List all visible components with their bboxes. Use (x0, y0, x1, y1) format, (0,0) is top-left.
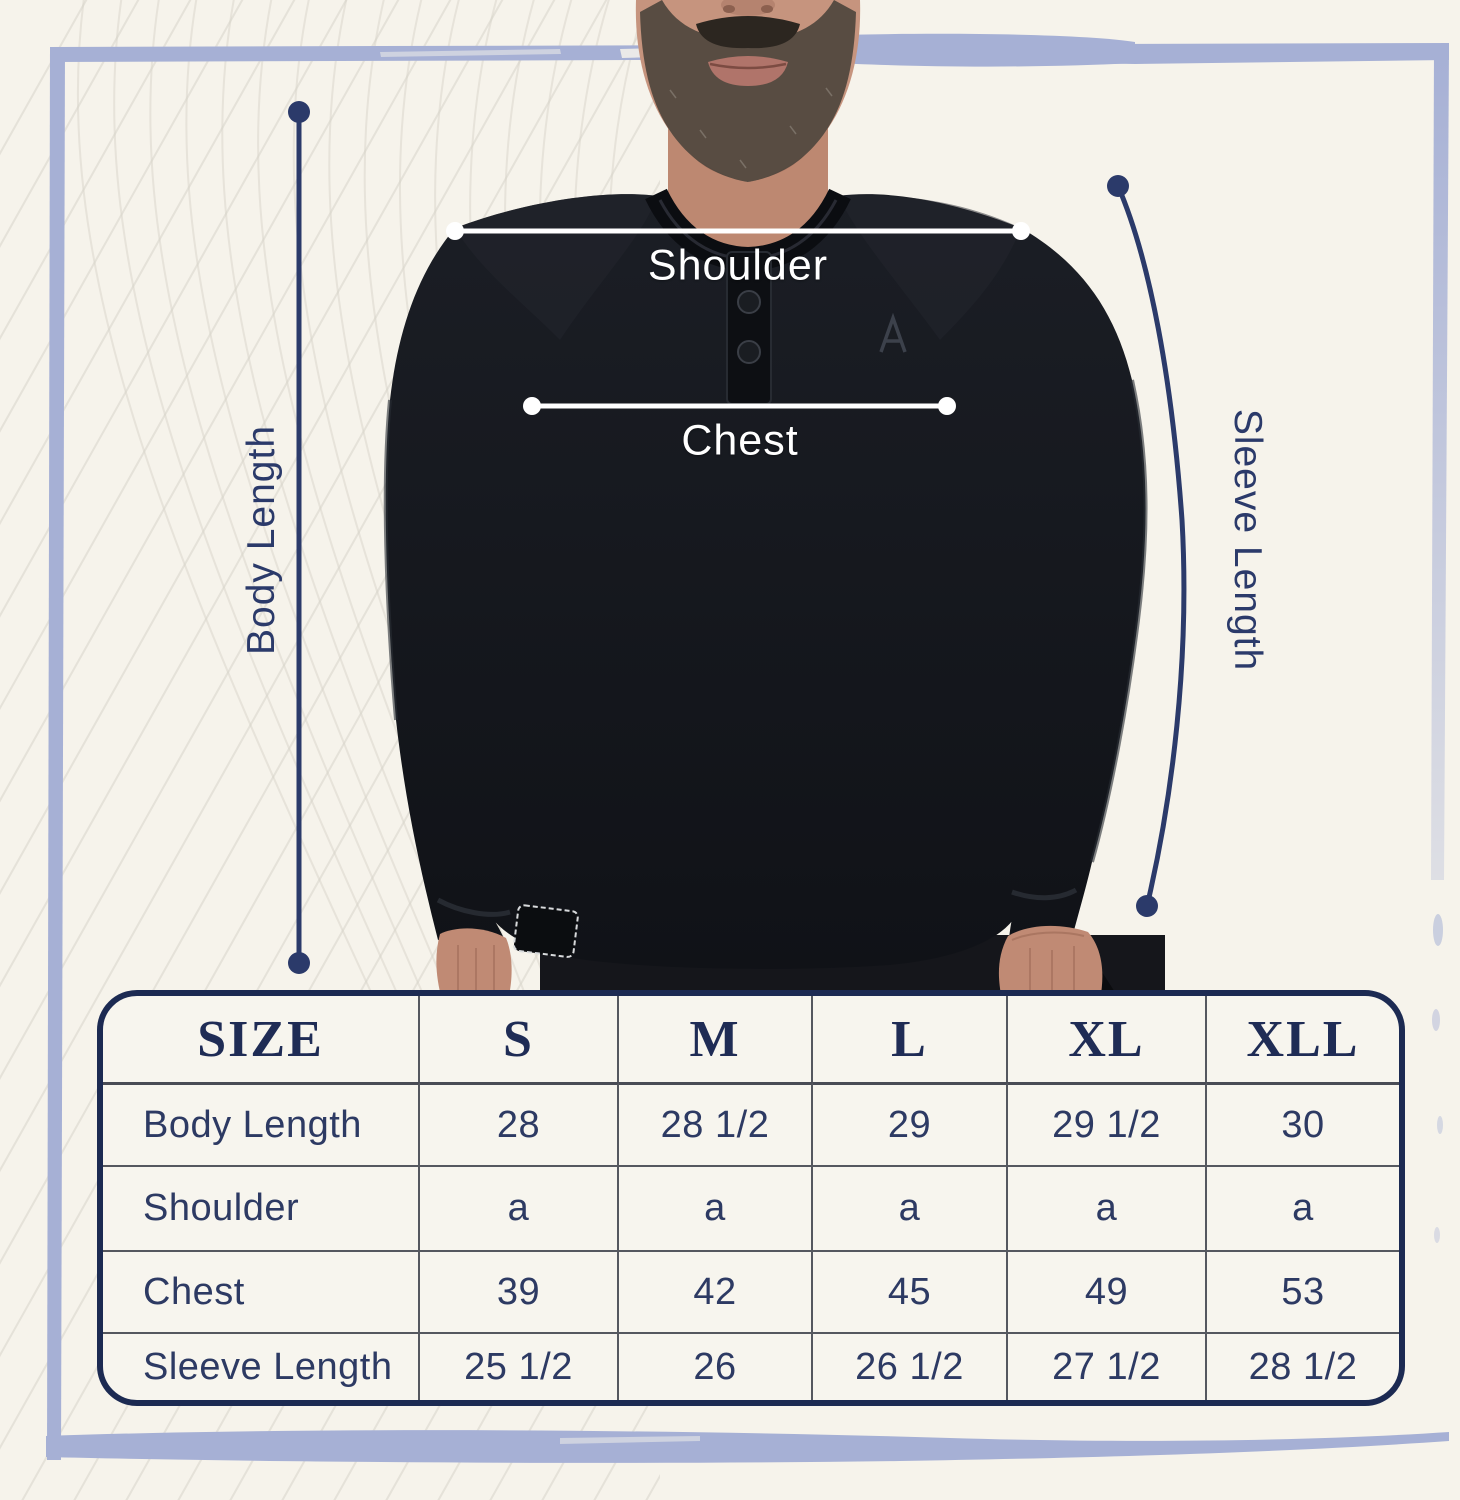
shoulder-m: a (619, 1165, 813, 1250)
chest-measure-line (523, 397, 956, 415)
henley-shirt (385, 194, 1146, 969)
chest-m: 42 (619, 1250, 813, 1332)
shoulder-l: a (813, 1165, 1008, 1250)
shoulder-xl: a (1008, 1165, 1207, 1250)
row-label-chest: Chest (103, 1250, 420, 1332)
frame-bottom-gap (560, 1436, 700, 1444)
body-length-measure-line (288, 101, 310, 974)
frame-right (1431, 47, 1449, 880)
lips (708, 56, 788, 86)
button-top (737, 290, 761, 314)
model-photo (383, 0, 1165, 1000)
size-table-header-xll: XLL (1246, 1010, 1360, 1068)
body-length-l: 29 (813, 1082, 1008, 1165)
sleeve-length-measure-line (1107, 175, 1187, 917)
shoulder-label: Shoulder (647, 241, 829, 290)
left-cuff (436, 897, 511, 917)
size-table: SIZE S M L XL XLL Body Length 28 28 1/2 … (97, 990, 1405, 1406)
shoulder-s: a (420, 1165, 619, 1250)
mustache (696, 16, 800, 49)
body-length-xll: 30 (1207, 1082, 1399, 1165)
button-bottom (737, 340, 761, 364)
chest-xll: 53 (1207, 1250, 1399, 1332)
hem-patch (512, 904, 579, 958)
row-label-sleeve-length: Sleeve Length (103, 1332, 420, 1400)
sleeve-length-xll: 28 1/2 (1207, 1332, 1399, 1400)
right-cuff (1011, 887, 1078, 901)
sleeve-length-l: 26 1/2 (813, 1332, 1008, 1400)
body-length-label: Body Length (240, 424, 283, 656)
left-hand (436, 928, 512, 1000)
sleeve-length-s: 25 1/2 (420, 1332, 619, 1400)
body-length-s: 28 (420, 1082, 619, 1165)
chest-label: Chest (681, 416, 799, 465)
sleeve-length-xl: 27 1/2 (1008, 1332, 1207, 1400)
size-table-header-m: M (619, 996, 813, 1082)
chest-l: 45 (813, 1250, 1008, 1332)
frame-bottom (46, 1430, 1449, 1463)
brand-logo (879, 312, 907, 353)
chest-s: 39 (420, 1250, 619, 1332)
frame-top-gap2 (380, 49, 561, 57)
beard (640, 0, 856, 182)
shoulder-xll: a (1207, 1165, 1399, 1250)
row-label-body-length: Body Length (103, 1082, 420, 1165)
size-table-header-xl: XL (1008, 996, 1207, 1082)
frame-left (47, 47, 65, 1460)
chest-xl: 49 (1008, 1250, 1207, 1332)
sleeve-length-label: Sleeve Length (1226, 408, 1269, 672)
sleeve-length-m: 26 (619, 1332, 813, 1400)
nose-tip (721, 0, 775, 16)
row-label-shoulder: Shoulder (103, 1165, 420, 1250)
shoulder-measure-line (446, 222, 1030, 240)
body-length-xl: 29 1/2 (1008, 1082, 1207, 1165)
size-table-header-l: L (813, 996, 1008, 1082)
size-table-header-s: S (420, 996, 619, 1082)
body-length-m: 28 1/2 (619, 1082, 813, 1165)
size-table-header-size: SIZE (103, 996, 420, 1082)
